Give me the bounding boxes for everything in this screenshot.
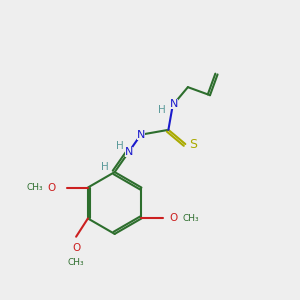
Text: H: H (158, 105, 165, 115)
Text: N: N (170, 99, 178, 109)
Text: CH₃: CH₃ (182, 214, 199, 223)
Text: CH₃: CH₃ (27, 183, 43, 192)
Text: N: N (137, 130, 145, 140)
Text: H: H (116, 141, 124, 151)
Text: O: O (47, 182, 56, 193)
Text: H: H (101, 162, 109, 172)
Text: O: O (170, 214, 178, 224)
Text: CH₃: CH₃ (68, 258, 84, 267)
Text: N: N (125, 147, 133, 157)
Text: S: S (190, 137, 198, 151)
Text: O: O (72, 243, 80, 253)
